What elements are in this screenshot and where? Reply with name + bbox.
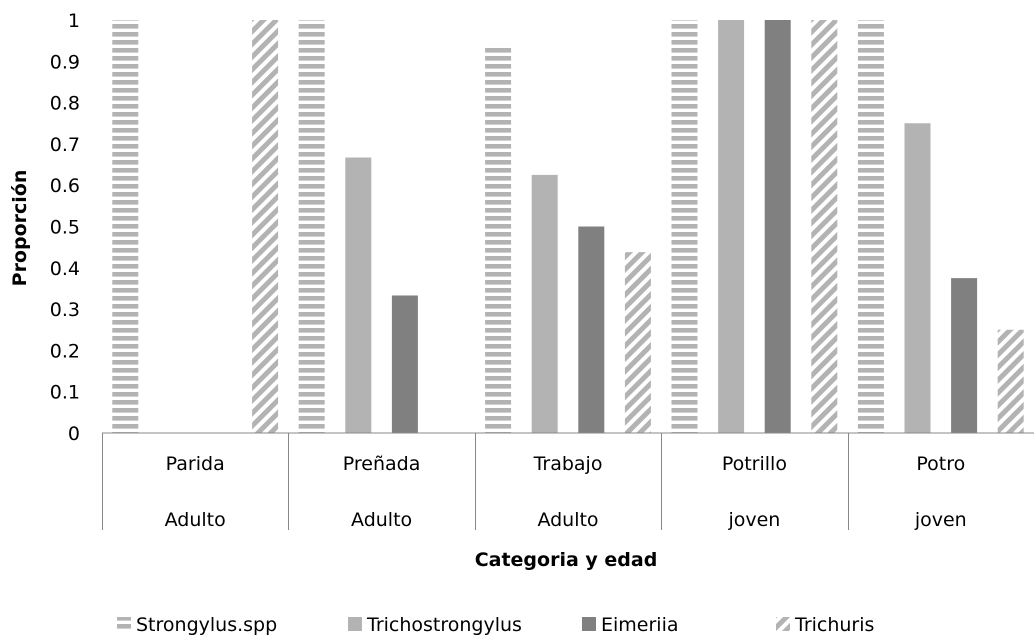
bar bbox=[531, 174, 558, 433]
bar bbox=[764, 20, 791, 433]
y-tick-label: 1 bbox=[68, 10, 80, 32]
y-tick-label: 0.9 bbox=[50, 51, 80, 73]
bar bbox=[904, 123, 931, 433]
category-group-label: Adulto bbox=[165, 509, 226, 531]
category-group-label: Adulto bbox=[537, 509, 598, 531]
bar bbox=[857, 20, 884, 433]
y-tick-label: 0.1 bbox=[50, 382, 80, 404]
category-label: Preñada bbox=[343, 453, 421, 475]
category-label: Potro bbox=[916, 453, 965, 475]
legend-swatch bbox=[117, 617, 131, 631]
bar bbox=[624, 252, 651, 433]
bar bbox=[485, 44, 512, 433]
y-tick-label: 0.6 bbox=[50, 175, 80, 197]
y-tick-label: 0 bbox=[68, 423, 80, 445]
y-tick-label: 0.2 bbox=[50, 340, 80, 362]
category-label: Potrillo bbox=[722, 453, 787, 475]
bar bbox=[391, 295, 418, 433]
bar bbox=[298, 20, 325, 433]
bar bbox=[951, 278, 978, 433]
legend-label: Trichuris bbox=[794, 614, 874, 636]
category-label: Trabajo bbox=[533, 453, 603, 475]
y-axis: 0 0.1 0.2 0.3 0.4 0.5 0.6 0.7 0.8 0.9 1 bbox=[50, 10, 80, 445]
bar bbox=[252, 20, 279, 433]
x-axis-title: Categoria y edad bbox=[475, 549, 658, 571]
legend: Strongylus.spp Trichostrongylus Eimeriia Tr… bbox=[117, 614, 874, 636]
bar bbox=[997, 329, 1024, 433]
bar bbox=[671, 20, 698, 433]
y-tick-label: 0.5 bbox=[50, 217, 80, 239]
y-tick-label: 0.4 bbox=[50, 258, 80, 280]
x-axis: Parida Adulto Preñada Adulto Trabajo Adulto Po… bbox=[102, 432, 1034, 531]
legend-swatch bbox=[582, 617, 596, 631]
y-axis-title: Proporción bbox=[9, 170, 31, 287]
bar bbox=[718, 20, 745, 433]
legend-label: Strongylus.spp bbox=[136, 614, 277, 636]
y-tick-label: 0.7 bbox=[50, 134, 80, 156]
bar bbox=[345, 157, 372, 434]
y-tick-label: 0.8 bbox=[50, 93, 80, 115]
category-group-label: Adulto bbox=[351, 509, 412, 531]
category-label: Parida bbox=[166, 453, 225, 475]
bar bbox=[578, 226, 605, 433]
legend-swatch bbox=[776, 617, 790, 631]
bar bbox=[811, 20, 838, 433]
category-group-label: joven bbox=[914, 509, 967, 531]
legend-label: Trichostrongylus bbox=[366, 614, 522, 636]
bar bbox=[112, 20, 139, 433]
bars bbox=[112, 20, 1024, 434]
legend-label: Eimeriia bbox=[601, 614, 679, 636]
y-tick-label: 0.3 bbox=[50, 299, 80, 321]
category-group-label: joven bbox=[727, 509, 780, 531]
legend-swatch bbox=[348, 617, 362, 631]
